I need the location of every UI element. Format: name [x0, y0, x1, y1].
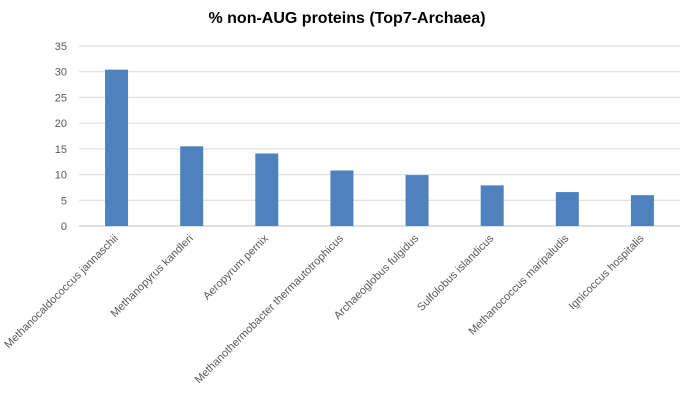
bar — [330, 170, 354, 226]
bar — [630, 195, 654, 226]
x-axis: Methanocaldococcus jannaschiiMethanopyru… — [2, 232, 647, 386]
chart-title: % non-AUG proteins (Top7-Archaea) — [208, 10, 486, 27]
y-tick-label: 5 — [61, 195, 67, 207]
gridlines — [79, 45, 680, 227]
x-tick-label: Methanopyrus kandleri — [109, 233, 196, 320]
y-tick-label: 30 — [55, 67, 67, 79]
x-tick-label: Methanothermobacter thermautotrophicus — [193, 232, 347, 386]
x-tick-label: Archaeoglobus fulgidus — [332, 232, 422, 322]
x-tick-label: Ignicoccus hospitalis — [567, 232, 647, 312]
x-tick-label: Aeropyrum pernix — [201, 232, 271, 302]
bar — [105, 69, 129, 227]
y-tick-label: 20 — [55, 118, 67, 130]
bar — [480, 185, 504, 226]
bar — [180, 146, 204, 226]
x-tick-label: Methanocaldococcus jannaschii — [2, 233, 120, 351]
y-tick-label: 0 — [61, 221, 67, 233]
bar — [255, 153, 279, 226]
y-tick-label: 25 — [55, 92, 67, 104]
bar — [555, 192, 579, 226]
bar — [405, 175, 429, 226]
bars — [105, 69, 654, 227]
y-tick-label: 35 — [55, 41, 67, 53]
y-tick-label: 15 — [55, 144, 67, 156]
y-axis: 0 5 10 15 20 25 30 35 — [55, 41, 67, 233]
x-tick-label: Sulfolobus islandicus — [415, 232, 496, 313]
y-tick-label: 10 — [55, 170, 67, 182]
